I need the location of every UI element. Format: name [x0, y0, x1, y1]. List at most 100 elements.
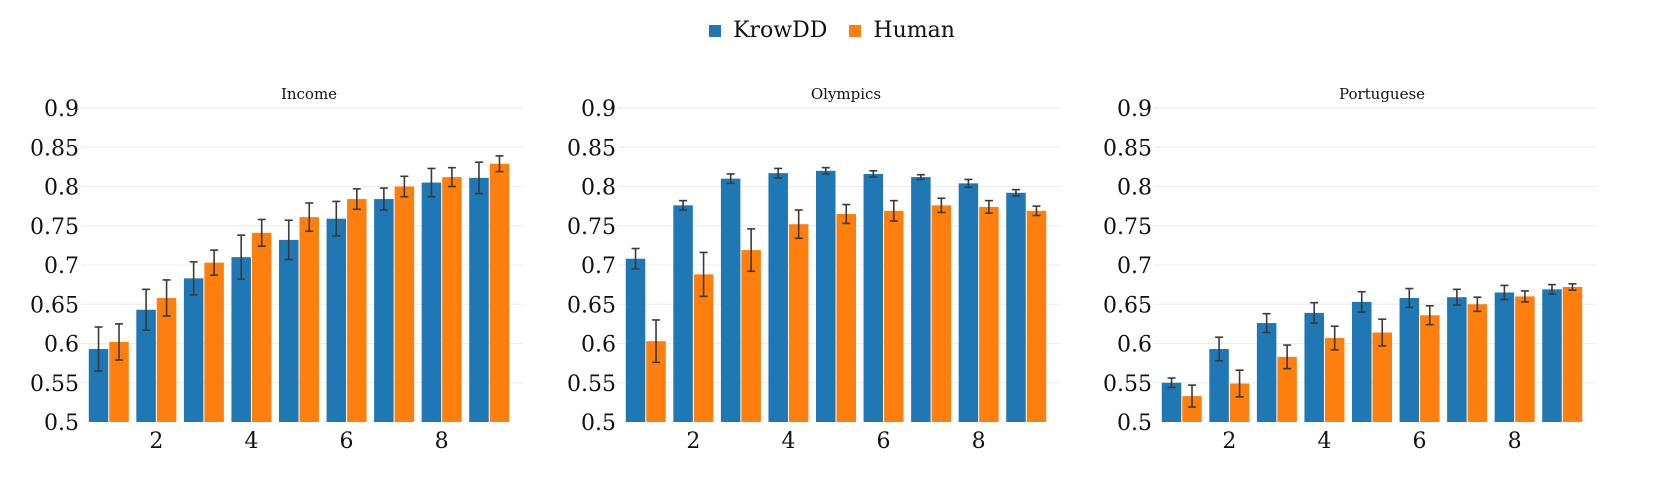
legend: KrowDD Human — [0, 18, 1664, 43]
y-tick-label: 0.85 — [30, 136, 79, 161]
x-tick-label: 2 — [686, 429, 700, 454]
legend-item-krowdd: KrowDD — [709, 18, 827, 43]
y-tick-label: 0.8 — [1117, 176, 1152, 201]
bar-human-1 — [109, 341, 129, 422]
bar-human-3 — [1277, 356, 1297, 422]
bar-human-6 — [884, 210, 904, 422]
x-tick-label: 6 — [340, 429, 354, 454]
bar-krowdd-5 — [1352, 301, 1372, 422]
y-tick-label: 0.7 — [44, 254, 79, 279]
bar-krowdd-3 — [1256, 323, 1277, 422]
chart-panel-olympics: 0.5 0.55 0.6 0.65 0.7 0.75 0.8 0.85 0.9 2 4 6 8 Olymp… — [567, 85, 1060, 454]
bar-krowdd-4 — [768, 173, 788, 422]
y-tick-label: 0.5 — [44, 411, 79, 436]
bar-human-5 — [836, 213, 856, 422]
bar-krowdd-7 — [911, 177, 931, 422]
bar-krowdd-7 — [1447, 297, 1467, 422]
bar-krowdd-9 — [469, 177, 489, 422]
x-tick-label: 4 — [244, 429, 258, 454]
bar-human-9 — [1026, 210, 1047, 422]
bar-krowdd-1 — [88, 348, 109, 422]
y-tick-label: 0.8 — [581, 176, 616, 201]
bar-krowdd-1 — [1161, 382, 1182, 422]
y-tick-label: 0.75 — [30, 215, 79, 240]
y-tick-label: 0.55 — [567, 372, 616, 397]
bar-human-1 — [646, 341, 666, 422]
bar-krowdd-3 — [183, 278, 204, 422]
x-tick-label: 4 — [781, 429, 795, 454]
bar-human-8 — [979, 206, 999, 422]
bar-human-5 — [299, 217, 319, 422]
bar-krowdd-2 — [136, 309, 156, 422]
legend-label-krowdd: KrowDD — [733, 18, 828, 43]
chart-title: Olympics — [811, 85, 881, 103]
y-tick-label: 0.55 — [1103, 372, 1152, 397]
x-tick-label: 6 — [877, 429, 891, 454]
chart-title: Income — [281, 85, 337, 103]
bar-human-4 — [251, 232, 272, 422]
y-tick-label: 0.65 — [567, 293, 616, 318]
bar-human-2 — [1229, 383, 1250, 422]
bar-krowdd-2 — [1209, 348, 1229, 422]
y-tick-label: 0.9 — [581, 97, 616, 122]
bar-human-6 — [1420, 315, 1440, 422]
chart-panel-income: 0.5 0.55 0.6 0.65 0.7 0.75 0.8 0.85 0.9 2 4 6 8 Incom… — [30, 85, 523, 454]
bar-krowdd-7 — [374, 199, 394, 422]
bar-krowdd-3 — [720, 178, 741, 422]
y-tick-label: 0.6 — [581, 333, 616, 358]
y-tick-label: 0.65 — [30, 293, 79, 318]
y-tick-label: 0.7 — [1117, 254, 1152, 279]
y-tick-label: 0.8 — [44, 176, 79, 201]
bar-krowdd-5 — [816, 170, 836, 422]
legend-swatch-human — [849, 24, 862, 37]
bar-human-3 — [741, 250, 761, 422]
y-tick-label: 0.75 — [567, 215, 616, 240]
bar-human-6 — [347, 199, 367, 422]
bar-human-1 — [1182, 396, 1202, 422]
y-tick-label: 0.6 — [44, 333, 79, 358]
y-tick-label: 0.85 — [567, 136, 616, 161]
x-tick-label: 8 — [1508, 429, 1522, 454]
bar-krowdd-4 — [1304, 312, 1324, 422]
legend-swatch-krowdd — [709, 24, 722, 37]
y-tick-label: 0.9 — [44, 97, 79, 122]
chart-panel-portuguese: 0.5 0.55 0.6 0.65 0.7 0.75 0.8 0.85 0.9 2 4 6 8 Portu… — [1103, 85, 1596, 454]
bar-human-2 — [156, 297, 177, 422]
bar-human-3 — [204, 262, 224, 422]
x-tick-label: 6 — [1413, 429, 1427, 454]
x-tick-label: 8 — [972, 429, 986, 454]
y-tick-label: 0.7 — [581, 254, 616, 279]
bar-human-2 — [693, 274, 714, 422]
bar-krowdd-8 — [421, 182, 442, 422]
bar-human-7 — [931, 205, 952, 422]
bar-human-7 — [394, 186, 415, 422]
y-tick-label: 0.5 — [581, 411, 616, 436]
x-tick-label: 2 — [149, 429, 163, 454]
bar-krowdd-4 — [231, 257, 251, 422]
y-tick-label: 0.5 — [1117, 411, 1152, 436]
y-tick-label: 0.65 — [1103, 293, 1152, 318]
bar-krowdd-5 — [279, 239, 299, 422]
y-tick-label: 0.85 — [1103, 136, 1152, 161]
bar-human-8 — [1515, 296, 1535, 422]
bar-krowdd-9 — [1542, 289, 1562, 422]
y-tick-label: 0.9 — [1117, 97, 1152, 122]
x-tick-label: 4 — [1317, 429, 1331, 454]
bar-human-8 — [442, 177, 462, 422]
bar-krowdd-6 — [326, 218, 347, 422]
y-tick-label: 0.55 — [30, 372, 79, 397]
legend-item-human: Human — [849, 18, 955, 43]
bar-krowdd-8 — [958, 183, 979, 422]
chart-title: Portuguese — [1339, 85, 1425, 103]
bar-krowdd-1 — [625, 258, 646, 422]
bar-human-9 — [489, 163, 510, 423]
bar-krowdd-9 — [1006, 192, 1026, 422]
x-tick-label: 8 — [435, 429, 449, 454]
bar-krowdd-8 — [1494, 292, 1515, 422]
bar-human-7 — [1467, 304, 1488, 422]
y-tick-label: 0.75 — [1103, 215, 1152, 240]
bar-human-5 — [1372, 332, 1392, 422]
legend-label-human: Human — [873, 18, 955, 43]
bar-krowdd-6 — [1399, 297, 1420, 422]
